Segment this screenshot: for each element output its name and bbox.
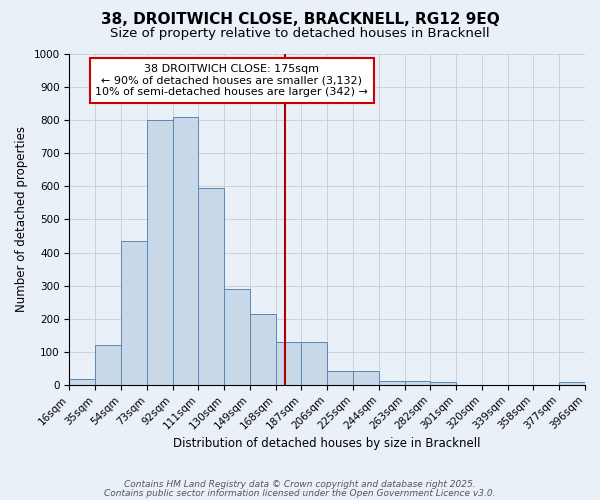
Bar [327,371,353,385]
Bar [121,241,147,385]
Bar [275,342,301,385]
Text: 38, DROITWICH CLOSE, BRACKNELL, RG12 9EQ: 38, DROITWICH CLOSE, BRACKNELL, RG12 9EQ [101,12,499,28]
Text: Size of property relative to detached houses in Bracknell: Size of property relative to detached ho… [110,28,490,40]
Y-axis label: Number of detached properties: Number of detached properties [15,126,28,312]
Bar [95,345,121,385]
Bar [301,342,327,385]
Bar [379,381,404,385]
Text: Contains HM Land Registry data © Crown copyright and database right 2025.: Contains HM Land Registry data © Crown c… [124,480,476,489]
Text: Contains public sector information licensed under the Open Government Licence v3: Contains public sector information licen… [104,488,496,498]
Bar [353,371,379,385]
Bar [430,382,456,385]
Bar [147,120,173,385]
Bar [224,289,250,385]
Bar [70,379,95,385]
Bar [404,381,430,385]
Bar [199,188,224,385]
Text: 38 DROITWICH CLOSE: 175sqm
← 90% of detached houses are smaller (3,132)
10% of s: 38 DROITWICH CLOSE: 175sqm ← 90% of deta… [95,64,368,97]
Bar [250,314,275,385]
Bar [173,117,199,385]
X-axis label: Distribution of detached houses by size in Bracknell: Distribution of detached houses by size … [173,437,481,450]
Bar [559,382,585,385]
